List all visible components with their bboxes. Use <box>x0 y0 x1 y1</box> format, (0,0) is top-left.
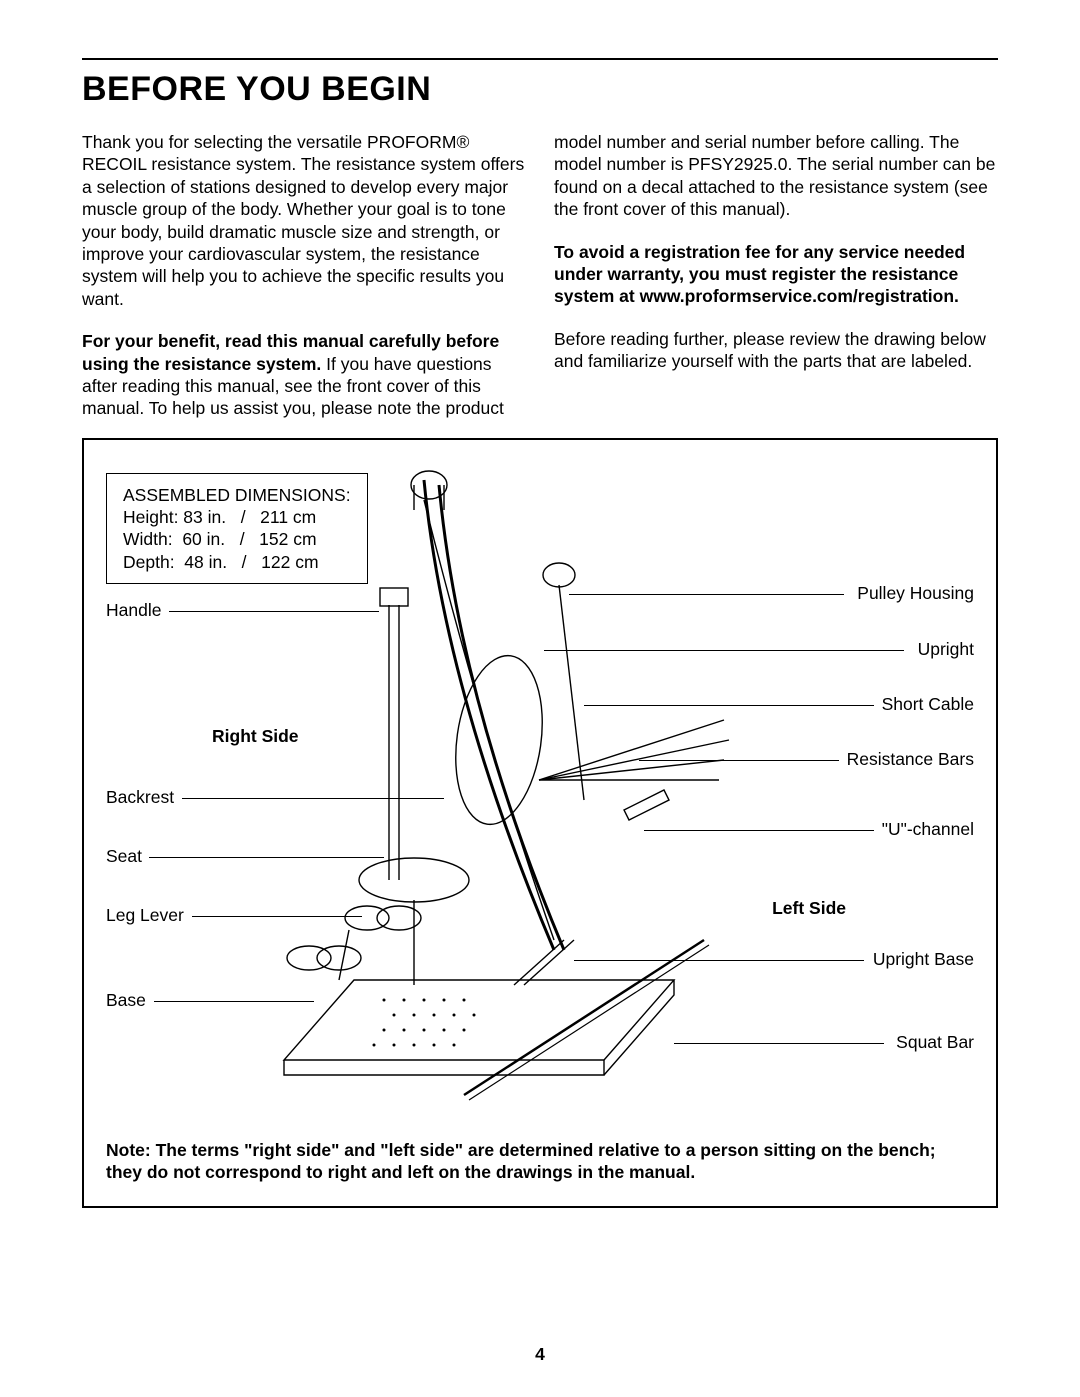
leader-line <box>674 1043 884 1044</box>
col1-p1: Thank you for selecting the versatile PR… <box>82 131 526 310</box>
body-columns: Thank you for selecting the versatile PR… <box>82 131 998 420</box>
leader-line <box>544 650 904 651</box>
page-title: BEFORE YOU BEGIN <box>82 70 998 109</box>
part-label-upright-base: Upright Base <box>873 950 974 969</box>
dim-row: Height: 83 in. / 211 cm <box>123 506 351 528</box>
part-label-right-side: Right Side <box>212 727 299 746</box>
leader-line <box>154 1001 314 1002</box>
col2-p1: model number and serial number before ca… <box>554 131 998 221</box>
dim-row: Width: 60 in. / 152 cm <box>123 528 351 550</box>
diagram-box: ASSEMBLED DIMENSIONS: Height: 83 in. / 2… <box>82 438 998 1208</box>
leader-line <box>644 830 874 831</box>
diagram-note: Note: The terms "right side" and "left s… <box>106 1139 974 1184</box>
part-label-left-side: Left Side <box>772 899 846 918</box>
part-label-resistance-bars: Resistance Bars <box>847 750 974 769</box>
col2-p3: Before reading further, please review th… <box>554 328 998 373</box>
column-left: Thank you for selecting the versatile PR… <box>82 131 526 420</box>
leader-line <box>182 798 444 799</box>
dim-row: Depth: 48 in. / 122 cm <box>123 551 351 573</box>
leader-line <box>569 594 844 595</box>
part-label-short-cable: Short Cable <box>882 695 974 714</box>
top-rule <box>82 58 998 60</box>
part-label--u-channel: "U"-channel <box>882 820 974 839</box>
part-label-seat: Seat <box>106 847 142 866</box>
dimensions-box: ASSEMBLED DIMENSIONS: Height: 83 in. / 2… <box>106 473 368 585</box>
part-label-upright: Upright <box>918 640 974 659</box>
leader-line <box>192 916 362 917</box>
part-label-squat-bar: Squat Bar <box>896 1033 974 1052</box>
column-right: model number and serial number before ca… <box>554 131 998 420</box>
page-number: 4 <box>0 1344 1080 1365</box>
leader-line <box>169 611 379 612</box>
part-label-backrest: Backrest <box>106 788 174 807</box>
part-label-leg-lever: Leg Lever <box>106 906 184 925</box>
part-label-pulley-housing: Pulley Housing <box>857 584 974 603</box>
leader-line <box>574 960 864 961</box>
leader-line <box>584 705 874 706</box>
part-label-base: Base <box>106 991 146 1010</box>
part-label-handle: Handle <box>106 601 161 620</box>
leader-line <box>639 760 839 761</box>
col2-p2: To avoid a registration fee for any serv… <box>554 241 998 308</box>
dim-heading: ASSEMBLED DIMENSIONS: <box>123 484 351 506</box>
col1-p2: For your benefit, read this manual caref… <box>82 330 526 420</box>
leader-line <box>149 857 384 858</box>
col2-p2-bold: To avoid a registration fee for any serv… <box>554 242 965 307</box>
